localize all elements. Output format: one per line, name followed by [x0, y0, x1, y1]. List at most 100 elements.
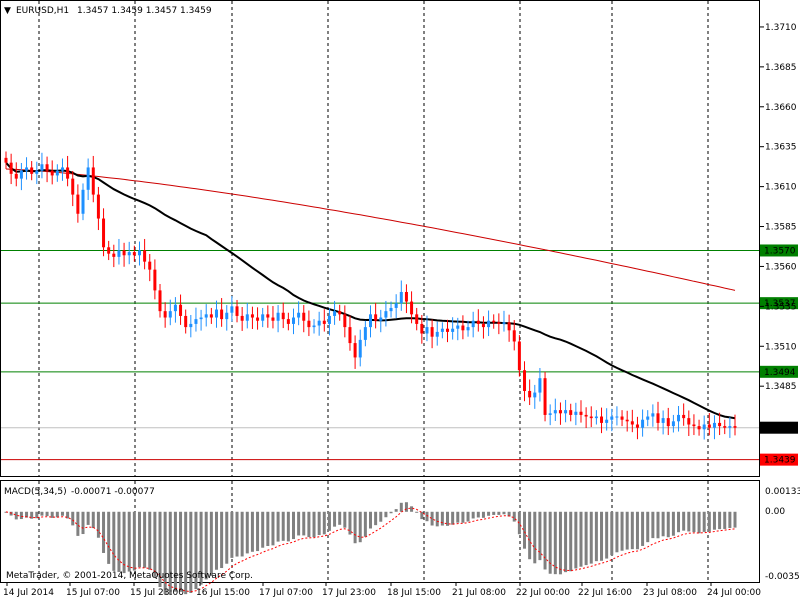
chart-header-arrow[interactable]: ▼: [4, 6, 11, 16]
macd-histogram-bar: [466, 511, 470, 522]
candle-body: [348, 327, 352, 344]
y-tick-label: 1.3635: [765, 143, 797, 153]
macd-histogram-bar: [584, 511, 588, 566]
macd-histogram-bar: [646, 511, 650, 543]
level-price-tag: [760, 365, 798, 378]
macd-histogram-bar: [600, 511, 604, 561]
macd-histogram-bar: [312, 511, 316, 538]
macd-histogram-bar: [363, 511, 367, 537]
candle-body: [245, 314, 249, 321]
candle-body: [466, 327, 470, 331]
macd-histogram-bar: [343, 511, 347, 528]
candle-body: [517, 341, 521, 371]
bid-price-label: 1.3459: [764, 424, 796, 434]
candle-body: [297, 312, 301, 318]
macd-histogram-bar: [91, 511, 95, 529]
macd-histogram-bar: [569, 511, 573, 572]
macd-histogram-bar: [399, 502, 403, 512]
macd-histogram-bar: [81, 511, 85, 535]
candle-body: [137, 250, 141, 256]
candle-body: [707, 424, 711, 428]
macd-histogram-bar: [661, 511, 665, 537]
candle-body: [594, 416, 598, 419]
candle-body: [589, 416, 593, 419]
bid-price-tag: [760, 421, 798, 434]
macd-histogram-bar: [410, 506, 414, 512]
candle-body: [302, 312, 306, 321]
macd-histogram-bar: [220, 511, 224, 569]
macd-histogram-bar: [656, 511, 660, 539]
candle-body: [733, 426, 737, 428]
macd-histogram-bar: [374, 511, 378, 526]
horizontal-levels[interactable]: 1.3570 1.3537 1.3494 1.3439 1.3459: [1, 244, 798, 466]
macd-histogram-bar: [40, 511, 44, 516]
macd-axis-top: 0.00133: [765, 487, 800, 497]
y-tick-label: 1.3685: [765, 63, 797, 73]
candle-body: [666, 418, 670, 427]
candle-body: [317, 320, 321, 326]
candle-body: [712, 422, 716, 428]
candle-body: [19, 170, 23, 179]
macd-histogram-bar: [276, 511, 280, 542]
level-price-label: 1.3570: [764, 246, 796, 256]
candle-body: [122, 250, 126, 256]
candle-body: [456, 325, 460, 329]
candle-body: [635, 424, 639, 428]
macd-histogram-bar: [245, 511, 249, 554]
candle-body: [394, 303, 398, 308]
macd-histogram-bar: [189, 511, 193, 593]
macd-histogram-bar: [266, 511, 270, 547]
candle-body: [143, 250, 147, 262]
candle-body: [476, 320, 480, 324]
candle-body: [230, 306, 234, 313]
macd-histogram-bar: [14, 511, 18, 520]
candle-body: [60, 167, 64, 171]
time-axis: 14 Jul 2014 15 Jul 07:00 15 Jul 23:00 16 Ju…: [3, 582, 761, 598]
candle-body: [702, 424, 706, 430]
y-tick-label: 1.3535: [765, 302, 797, 312]
macd-histogram-bar: [322, 511, 326, 535]
candle-body: [322, 320, 326, 324]
candle-body: [189, 323, 193, 328]
candle-body: [687, 418, 691, 425]
main-pane-frame: [0, 0, 760, 477]
macd-histogram-bar: [615, 511, 619, 553]
macd-histogram-bar: [451, 511, 455, 525]
macd-histogram-bar: [333, 511, 337, 527]
candle-body: [148, 261, 152, 270]
candle-body: [410, 301, 414, 315]
x-tick-label: 17 Jul 23:00: [322, 588, 376, 598]
candle-body: [358, 339, 362, 358]
macd-histogram-bar: [122, 511, 126, 574]
price-axis: 1.3710 1.3685 1.3660 1.3635 1.3610 1.3585 1.35…: [760, 23, 797, 392]
macd-histogram-bar: [697, 511, 701, 534]
level-price-tag: [760, 297, 798, 310]
macd-histogram-bar: [620, 511, 624, 551]
macd-histogram-bar: [456, 511, 460, 523]
macd-histogram-bar: [687, 511, 691, 532]
candle-body: [641, 419, 645, 428]
macd-histogram-bar: [35, 511, 39, 519]
macd-histogram-bar: [132, 511, 136, 571]
macd-histogram-bar: [348, 511, 352, 535]
x-tick-label: 24 Jul 00:00: [707, 588, 761, 598]
candle-body: [71, 178, 75, 195]
macd-values: -0.00071 -0.00077: [71, 487, 155, 497]
candle-body: [291, 317, 295, 324]
macd-histogram-bar: [682, 511, 686, 531]
macd-histogram-bar: [153, 511, 157, 577]
candle-body: [656, 413, 660, 423]
macd-histogram-bar: [338, 511, 342, 525]
macd-signal-line: [5, 507, 736, 593]
macd-histogram-bar: [384, 511, 388, 518]
candle-body: [261, 314, 265, 321]
candle-body: [117, 250, 121, 257]
macd-histogram-bar: [30, 511, 34, 519]
macd-histogram-bar: [733, 511, 737, 528]
macd-axis-zero: 0.00: [765, 507, 785, 517]
candle-body: [374, 314, 378, 321]
candle-body: [363, 327, 367, 340]
macd-histogram-bar: [538, 511, 542, 561]
